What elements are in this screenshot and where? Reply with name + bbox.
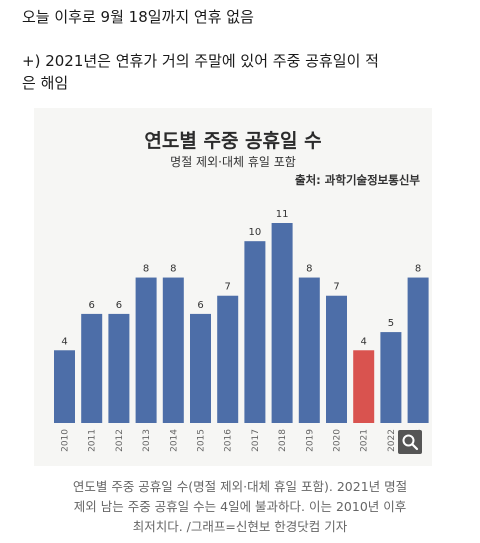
value-label-2013: 8 (143, 264, 149, 275)
value-label-2019: 8 (306, 264, 312, 275)
chart-image: 연도별 주중 공휴일 수 명절 제외·대체 휴일 포함 출처: 과학기술정보통신… (34, 108, 432, 466)
value-label-2023: 8 (415, 264, 421, 275)
value-label-2014: 8 (170, 264, 176, 275)
bar-2019 (298, 277, 320, 423)
post-text: 오늘 이후로 9월 18일까지 연휴 없음 +) 2021년은 연휴가 거의 주… (22, 6, 462, 94)
bar-2018 (271, 223, 293, 423)
x-tick-2010: 2010 (61, 429, 71, 452)
x-tick-2020: 2020 (333, 429, 343, 452)
post-line-1: 오늘 이후로 9월 18일까지 연휴 없음 (22, 8, 254, 26)
bar-2016 (217, 295, 239, 423)
bar-2014 (162, 277, 184, 423)
bar-2023 (407, 277, 429, 423)
value-label-2012: 6 (116, 300, 122, 311)
value-label-2021: 4 (361, 336, 367, 347)
bar-2017 (244, 241, 266, 423)
bar-2015 (190, 313, 211, 423)
caption-line-2: 제외 남는 주중 공휴일 수는 4일에 불과하다. 이는 2010년 이후 (73, 499, 407, 514)
bar-2013 (135, 277, 157, 423)
bar-2012 (108, 313, 130, 423)
value-label-2015: 6 (197, 300, 203, 311)
value-label-2010: 4 (61, 336, 67, 347)
value-label-2020: 7 (333, 282, 339, 293)
x-tick-2016: 2016 (224, 429, 234, 452)
zoom-search-icon[interactable] (398, 430, 422, 454)
value-label-2017: 10 (249, 227, 262, 238)
x-tick-2017: 2017 (251, 429, 261, 452)
caption-line-1: 연도별 주중 공휴일 수(명절 제외·대체 휴일 포함). 2021년 명절 (72, 479, 408, 494)
value-label-2018: 11 (276, 209, 289, 220)
value-label-2011: 6 (89, 300, 95, 311)
chart-source: 출처: 과학기술정보통신부 (295, 173, 420, 187)
chart-subtitle: 명절 제외·대체 휴일 포함 (170, 155, 296, 169)
x-tick-2012: 2012 (115, 429, 125, 452)
bar-chart: 4 2010 6 2011 6 2012 8 2013 8 2014 6 2015 7 2016 10 201… (54, 209, 429, 452)
x-tick-2019: 2019 (305, 429, 315, 452)
value-label-2016: 7 (225, 282, 231, 293)
value-label-2022: 5 (388, 318, 394, 329)
bar-2011 (81, 313, 103, 423)
chart-title: 연도별 주중 공휴일 수 (144, 130, 322, 152)
x-tick-2018: 2018 (278, 429, 288, 452)
bar-2022 (380, 332, 402, 423)
x-tick-2015: 2015 (197, 429, 207, 452)
post-line-2: +) 2021년은 연휴가 거의 주말에 있어 주중 공휴일이 적 (22, 52, 379, 70)
image-caption: 연도별 주중 공휴일 수(명절 제외·대체 휴일 포함). 2021년 명절 제… (0, 477, 480, 537)
x-tick-2021: 2021 (360, 429, 370, 452)
x-tick-2011: 2011 (88, 429, 98, 452)
x-tick-2013: 2013 (142, 429, 152, 452)
x-tick-2022: 2022 (387, 429, 397, 452)
bar-2020 (326, 295, 347, 423)
post-line-3: 은 해임 (22, 74, 69, 92)
bar-2010 (54, 350, 75, 423)
x-tick-2014: 2014 (169, 429, 179, 452)
bar-2021 (353, 350, 375, 423)
caption-line-3: 최저치다. /그래프=신현보 한경닷컴 기자 (132, 519, 348, 534)
